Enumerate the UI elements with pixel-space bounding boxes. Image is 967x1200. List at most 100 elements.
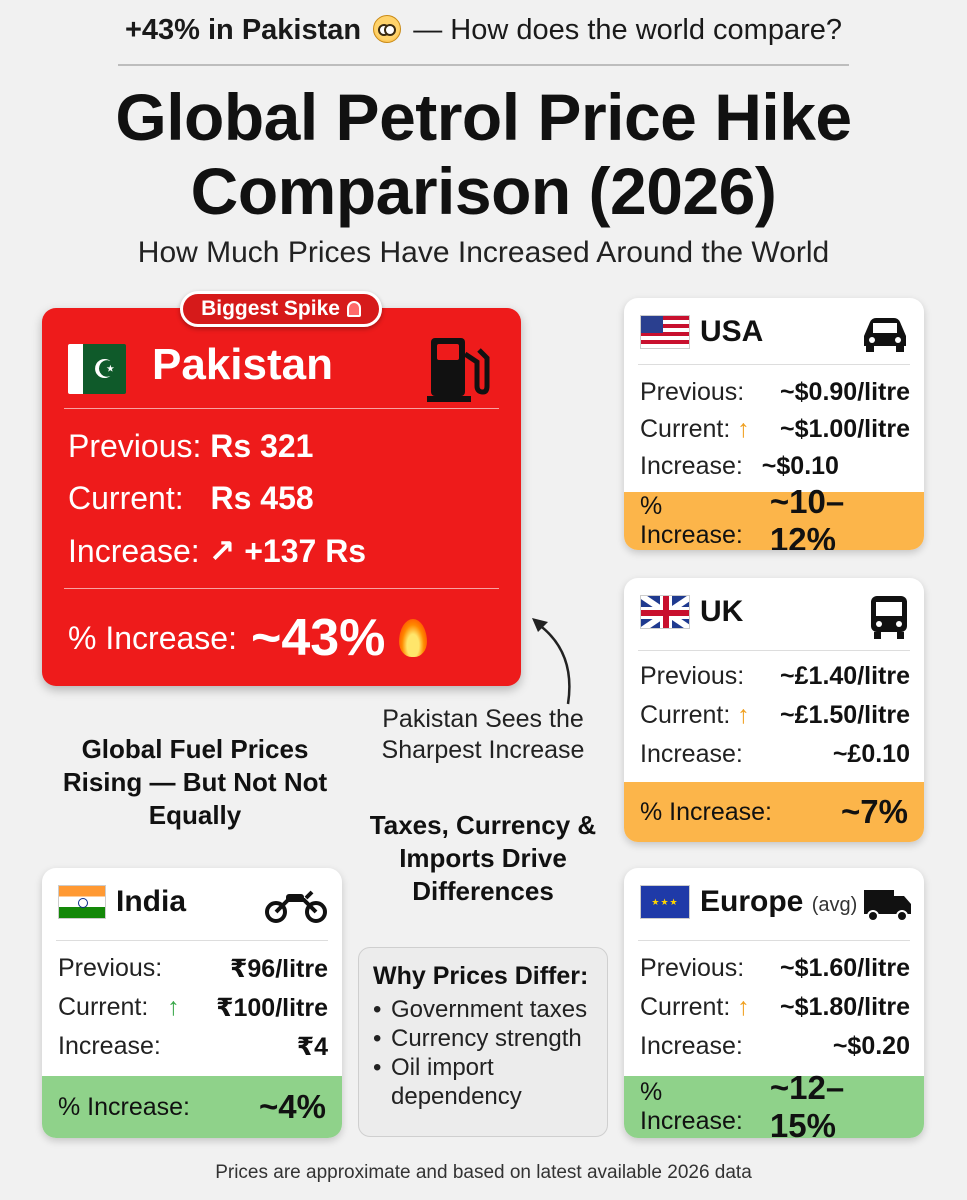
europe-previous-value: ~$1.60/litre xyxy=(780,954,910,982)
india-divider xyxy=(56,940,328,941)
uk-name: UK xyxy=(700,595,744,628)
india-flag-icon xyxy=(58,885,106,919)
india-increase-value: ₹4 xyxy=(296,1033,328,1061)
india-previous-value: ₹96/litre xyxy=(230,955,328,983)
usa-previous-value: ~$0.90/litre xyxy=(780,378,910,406)
pakistan-pct-label: % Increase: xyxy=(68,619,237,656)
car-icon xyxy=(864,318,906,352)
pakistan-increase-row: Increase: ↗ +137 Rs xyxy=(68,532,366,570)
page-subtitle: How Much Prices Have Increased Around th… xyxy=(137,236,830,269)
pakistan-previous-value: Rs 321 xyxy=(210,428,314,464)
arrow-up-icon: ↑ xyxy=(737,993,750,1021)
motorcycle-icon xyxy=(265,890,327,923)
india-previous-row: Previous: ₹96/litre xyxy=(58,954,328,983)
badge-label: Biggest Spike xyxy=(201,297,340,320)
india-previous-label: Previous: xyxy=(58,954,163,982)
india-current-row: Current: ↑ ₹100/litre xyxy=(58,993,328,1022)
usa-current-label: Current: xyxy=(640,415,731,443)
pakistan-card: ☪ Pakistan Previous: Rs 321 Current: Rs … xyxy=(42,308,521,686)
europe-increase-row: Increase: ~$0.20 xyxy=(640,1032,910,1061)
uk-increase-label: Increase: xyxy=(640,740,743,768)
why-item-text: Oil import dependency xyxy=(391,1054,522,1110)
top-headline: +43% in Pakistan — How does the world co… xyxy=(0,14,967,47)
truck-icon xyxy=(864,890,911,922)
usa-name: USA xyxy=(700,315,764,348)
top-headline-rest: — How does the world compare? xyxy=(413,14,843,46)
europe-name-text: Europe xyxy=(700,885,804,918)
siren-icon xyxy=(346,301,361,317)
biggest-spike-badge: Biggest Spike xyxy=(180,291,382,327)
uk-current-value: ~£1.50/litre xyxy=(780,701,910,729)
pakistan-divider-bottom xyxy=(64,588,499,589)
drivers-note: Taxes, Currency & Imports Drive Differen… xyxy=(369,810,597,906)
pakistan-previous-label: Previous: xyxy=(68,428,202,464)
usa-current-row: Current: ↑ ~$1.00/litre xyxy=(640,415,910,444)
europe-pct-footer: % Increase: ~12–15% xyxy=(624,1069,924,1138)
disclaimer: Prices are approximate and based on late… xyxy=(215,1162,752,1183)
india-header: India xyxy=(58,882,328,922)
india-card: India Previous: ₹96/litre Current: ↑ ₹10… xyxy=(42,868,342,1138)
europe-increase-value: ~$0.20 xyxy=(832,1032,910,1060)
usa-increase-row: Increase: ~$0.10 xyxy=(640,452,910,481)
fire-icon xyxy=(399,619,428,657)
uk-previous-label: Previous: xyxy=(640,662,745,690)
europe-divider xyxy=(638,940,910,941)
pakistan-name: Pakistan xyxy=(152,340,333,389)
fuel-pump-icon xyxy=(427,338,490,402)
why-item: • Government taxes xyxy=(373,996,588,1023)
usa-pct-value: ~10–12% xyxy=(769,483,845,550)
europe-header: ★★★ Europe (avg) xyxy=(640,882,910,922)
india-current-value: ₹100/litre xyxy=(216,994,328,1022)
pakistan-current-label: Current: xyxy=(68,480,184,516)
europe-flag-icon: ★★★ xyxy=(640,885,690,919)
uk-card: UK Previous: ~£1.40/litre Current: ↑ ~£1… xyxy=(624,578,924,842)
uk-pct-value: ~7% xyxy=(841,793,908,830)
europe-previous-label: Previous: xyxy=(640,954,745,982)
europe-previous-row: Previous: ~$1.60/litre xyxy=(640,954,910,983)
title-line-1: Global Petrol Price Hike xyxy=(115,80,852,154)
india-pct-label: % Increase: xyxy=(58,1092,191,1121)
why-prices-differ-box: Why Prices Differ: • Government taxes • Cu… xyxy=(358,947,608,1137)
uk-header: UK xyxy=(640,592,910,632)
india-increase-label: Increase: xyxy=(58,1032,161,1060)
uk-flag-icon xyxy=(640,595,690,629)
usa-pct-label: % Increase: xyxy=(640,492,743,549)
usa-previous-row: Previous: ~$0.90/litre xyxy=(640,378,910,407)
india-pct-value: ~4% xyxy=(259,1088,326,1125)
uk-current-label: Current: xyxy=(640,701,731,729)
india-pct-footer: % Increase: ~4% xyxy=(42,1076,342,1138)
pakistan-pct-row: % Increase: ~43% xyxy=(68,608,428,668)
arrow-up-icon: ↑ xyxy=(737,701,750,729)
uk-increase-value: ~£0.10 xyxy=(832,740,910,768)
bus-icon xyxy=(871,596,907,639)
arrow-up-icon: ↑ xyxy=(167,993,180,1021)
uk-current-row: Current: ↑ ~£1.50/litre xyxy=(640,701,910,730)
india-increase-row: Increase: ₹4 xyxy=(58,1032,328,1061)
pakistan-increase-label: Increase: xyxy=(68,533,200,569)
uk-pct-footer: % Increase: ~7% xyxy=(624,782,924,842)
pakistan-previous-row: Previous: Rs 321 xyxy=(68,428,313,465)
uk-pct-label: % Increase: xyxy=(640,797,773,826)
flushed-face-icon xyxy=(373,15,402,43)
pakistan-current-row: Current: Rs 458 xyxy=(68,480,314,517)
europe-current-label: Current: xyxy=(640,993,731,1021)
pakistan-current-value: Rs 458 xyxy=(210,480,314,516)
usa-increase-label: Increase: xyxy=(640,452,743,480)
why-item-text: Government taxes xyxy=(391,996,588,1023)
uk-divider xyxy=(638,650,910,651)
sharpest-increase-note: Pakistan Sees the Sharpest Increase xyxy=(381,705,585,764)
pakistan-divider-top xyxy=(64,408,499,409)
curved-arrow-icon xyxy=(532,618,571,705)
usa-card: USA Previous: ~$0.90/litre Current: ↑ ~$… xyxy=(624,298,924,550)
pakistan-flag-icon: ☪ xyxy=(68,344,126,394)
usa-header: USA xyxy=(640,312,910,352)
why-title: Why Prices Differ: xyxy=(373,962,589,990)
usa-current-value: ~$1.00/litre xyxy=(780,415,910,443)
uk-increase-row: Increase: ~£0.10 xyxy=(640,740,910,769)
usa-increase-value: ~$0.10 xyxy=(761,452,839,480)
why-item-text: Currency strength xyxy=(391,1025,582,1052)
arrow-up-icon: ↑ xyxy=(737,415,750,443)
uk-previous-row: Previous: ~£1.40/litre xyxy=(640,662,910,691)
india-current-label: Current: xyxy=(58,993,149,1021)
india-name: India xyxy=(116,885,187,918)
